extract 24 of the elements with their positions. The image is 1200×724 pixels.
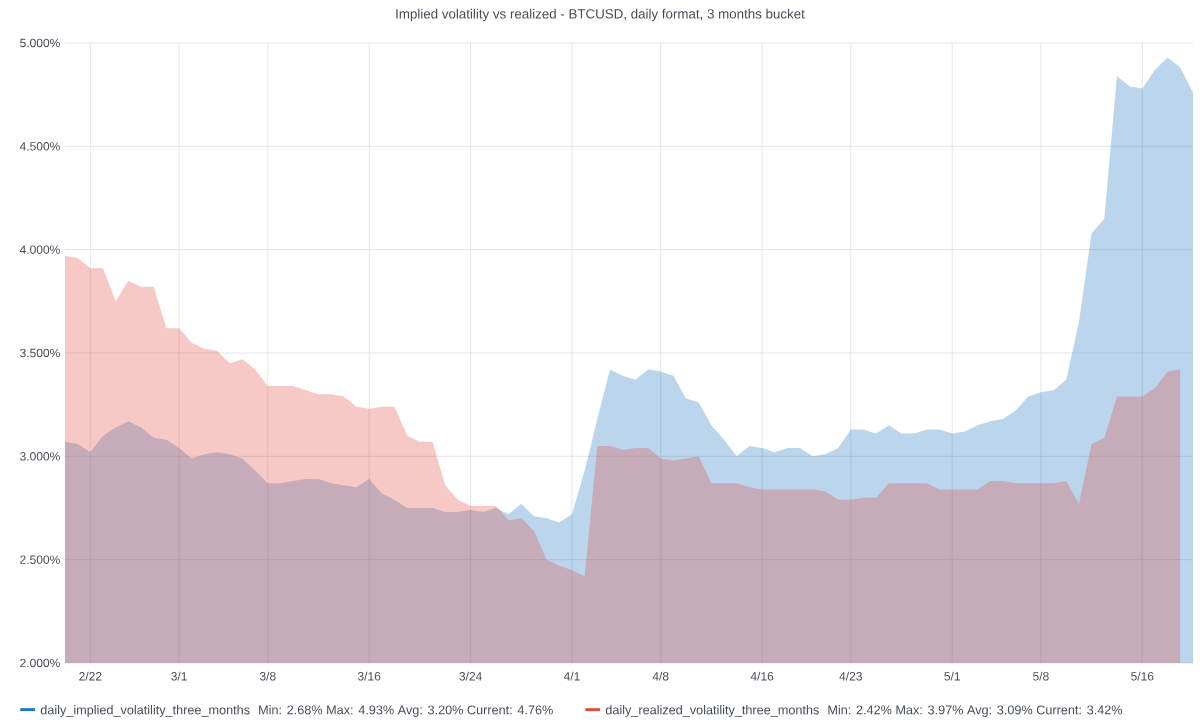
y-tick-label: 3.000% — [20, 452, 60, 461]
y-tick-label: 4.500% — [19, 142, 60, 151]
x-tick-label: 4/1 — [563, 671, 580, 681]
x-tick-label: 3/24 — [459, 671, 482, 681]
x-tick-label: 3/8 — [259, 671, 276, 681]
x-tick-label: 5/8 — [1033, 671, 1049, 681]
y-tick-label: 2.500% — [20, 555, 60, 564]
x-tick-label: 2/22 — [79, 671, 102, 681]
y-tick-label: 2.000% — [20, 658, 60, 668]
y-tick-label: 5.000% — [20, 38, 60, 48]
legend-label: daily_implied_volatility_three_months — [40, 705, 250, 717]
x-tick-label: 4/16 — [750, 671, 774, 681]
text: Min: 2.42% Max: 3.97% Avg: 3.09% Current: 3.42% — [828, 705, 1123, 717]
text: Min: 2.68% Max: 4.93% Avg: 3.20% Current: 4.76% — [259, 705, 553, 717]
x-tick-label: 4/8 — [652, 671, 669, 681]
x-tick-label: 5/16 — [1131, 671, 1154, 681]
x-tick-label: 3/1 — [171, 671, 187, 681]
x-tick-label: 5/1 — [944, 671, 960, 681]
y-tick-label: 4.000% — [19, 245, 60, 254]
x-tick-label: 4/23 — [839, 671, 862, 681]
x-tick-label: 3/16 — [357, 671, 381, 681]
legend-label: daily_realized_volatility_three_months — [605, 705, 819, 717]
y-tick-label: 3.500% — [20, 348, 60, 358]
chart-title: Implied volatility vs realized - BTCUSD, daily format, 3 months bucket — [396, 8, 805, 22]
